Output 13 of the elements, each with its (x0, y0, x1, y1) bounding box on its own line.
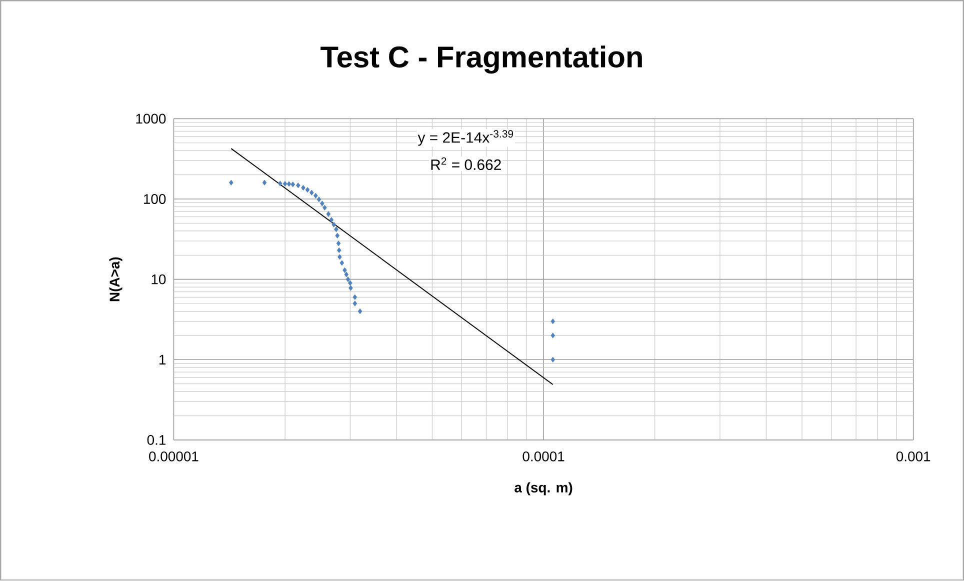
annotation: y = 2E-14x$^{-3.39}$ (418, 130, 514, 146)
x-tick-label: 0.00001 (149, 452, 198, 462)
x-tick-label: 0.001 (896, 452, 930, 462)
y-tick-label: 10 (152, 274, 166, 284)
y-tick-label: 1 (160, 355, 166, 365)
chart-title: Test C - Fragmentation (320, 46, 642, 74)
y-tick-label: 0.1 (147, 435, 166, 446)
y-tick-label: 1000 (136, 114, 166, 124)
x-tick-label: 0.0001 (522, 452, 564, 462)
y-axis-title: N(A>a) (109, 257, 122, 302)
x-axis-title: a (sq. m) (514, 482, 572, 496)
annotation: R$^{2}$ = 0.662 (431, 158, 501, 170)
y-tick-label: 100 (144, 194, 166, 204)
